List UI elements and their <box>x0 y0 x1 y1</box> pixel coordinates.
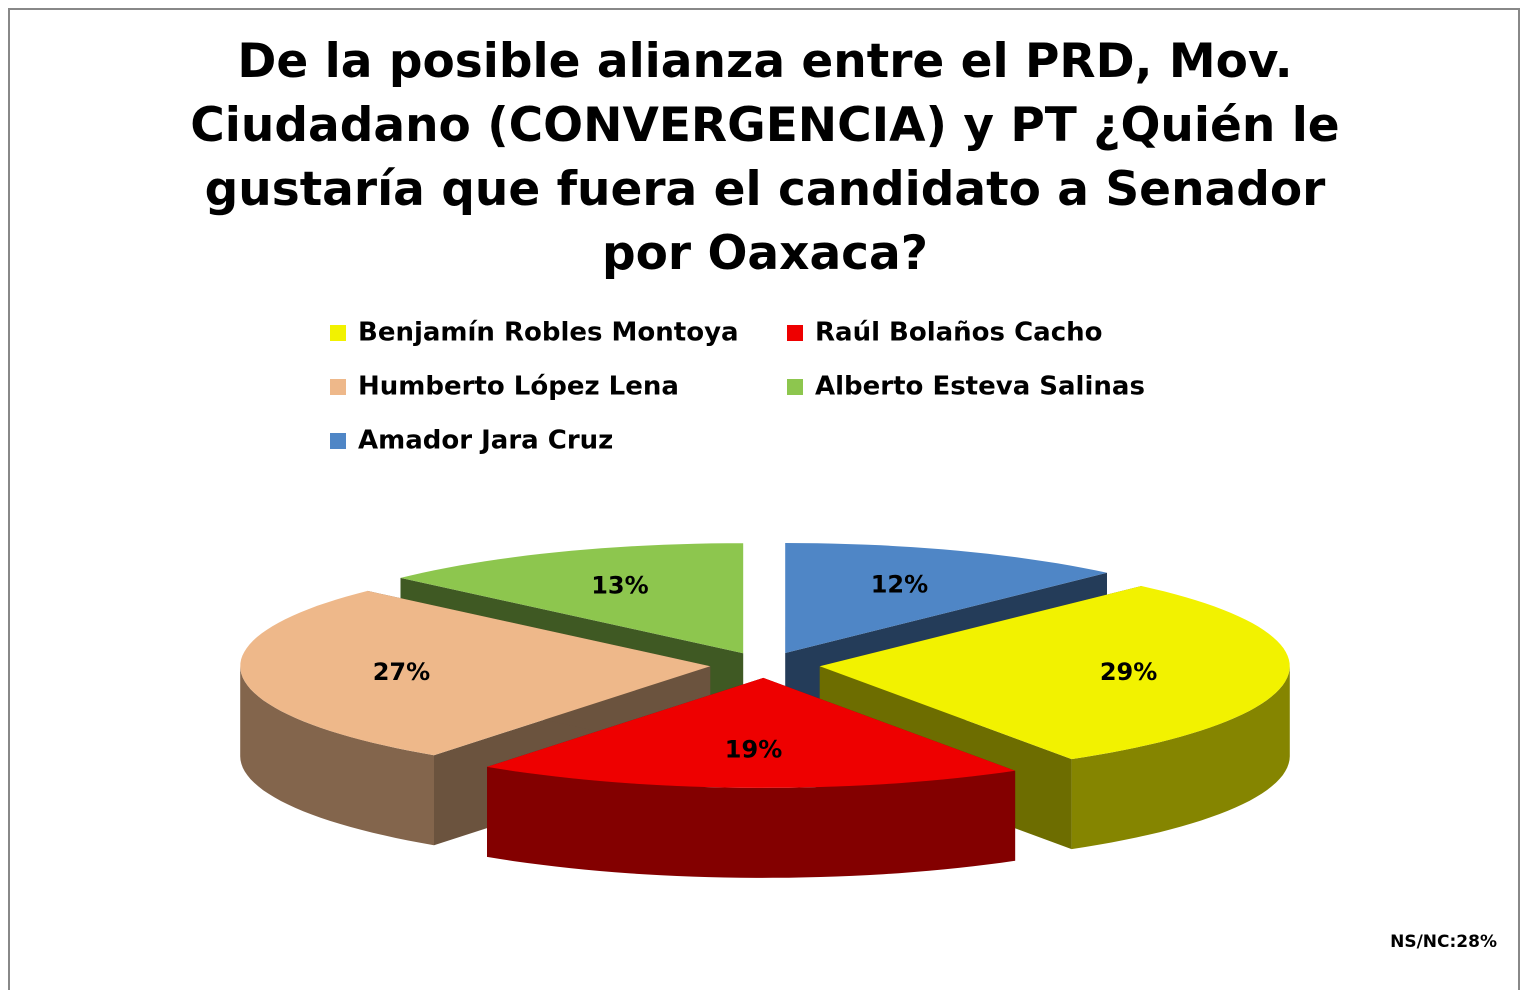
slice-side <box>487 766 1016 878</box>
legend-swatch <box>787 379 803 395</box>
slice-group <box>487 677 1016 878</box>
chart-frame <box>8 8 1520 990</box>
legend-label: Benjamín Robles Montoya <box>358 318 739 348</box>
slice <box>785 543 1107 653</box>
slice <box>487 677 1016 788</box>
data-label: 27% <box>373 658 430 686</box>
chart-title: De la posible alianza entre el PRD, Mov.… <box>190 34 1340 281</box>
legend-swatch <box>330 379 346 395</box>
data-label: 13% <box>591 572 648 600</box>
data-label: 19% <box>725 735 782 763</box>
slice <box>400 543 744 654</box>
slice-side <box>1071 666 1290 850</box>
legend-swatch <box>330 325 346 341</box>
legend-label: Raúl Bolaños Cacho <box>815 318 1103 348</box>
annotation: NS/NC:28% <box>1390 932 1497 952</box>
legend-label: Humberto López Lena <box>358 372 679 402</box>
legend-label: Amador Jara Cruz <box>358 426 613 456</box>
data-label: 29% <box>1100 658 1157 686</box>
legend-label: Alberto Esteva Salinas <box>815 372 1145 402</box>
data-label: 12% <box>871 571 928 599</box>
legend-swatch <box>787 325 803 341</box>
slice <box>240 590 711 756</box>
legend-swatch <box>330 433 346 449</box>
slice-side <box>240 666 434 846</box>
slice <box>819 586 1290 760</box>
